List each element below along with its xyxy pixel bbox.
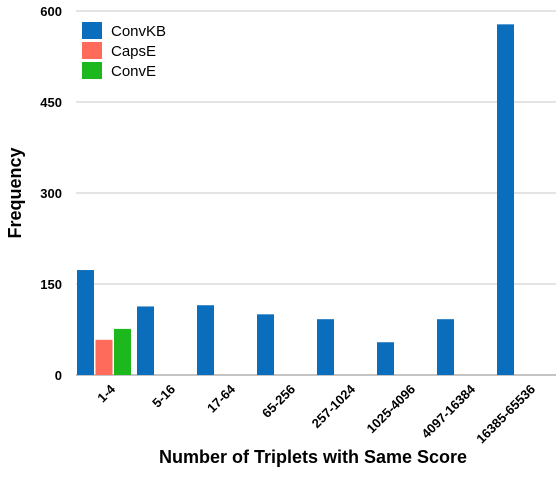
legend-swatch-convkb	[82, 22, 102, 39]
x-tick-label: 1025-4096	[364, 382, 419, 437]
bar-convkb-4097-16384	[437, 319, 454, 375]
x-tick-label: 4097-16384	[418, 381, 478, 441]
x-tick-label: 16385-65536	[473, 382, 538, 447]
y-tick-label: 600	[40, 4, 62, 19]
bar-convkb-17-64	[197, 305, 214, 375]
bar-convkb-65-256	[257, 314, 274, 375]
x-tick-label: 5-16	[149, 382, 178, 411]
y-tick-label: 0	[55, 368, 62, 383]
gridlines	[76, 10, 556, 376]
legend-label-convkb: ConvKB	[111, 23, 166, 40]
x-tick-label: 65-256	[259, 382, 298, 421]
legend: ConvKB CapsE ConvE	[82, 22, 166, 80]
bar-capse-1-4	[95, 339, 113, 375]
x-tick-label: 257-1024	[309, 381, 359, 431]
x-tick-label: 17-64	[204, 381, 239, 416]
bar-convkb-1025-4096	[377, 342, 394, 375]
y-tick-label: 150	[40, 277, 62, 292]
x-axis-title: Number of Triplets with Same Score	[159, 447, 467, 467]
y-axis-title: Frequency	[5, 147, 25, 238]
legend-label-conve: ConvE	[111, 63, 156, 80]
bar-convkb-5-16	[137, 306, 154, 375]
bars	[77, 24, 514, 375]
bar-convkb-1-4	[77, 270, 94, 375]
legend-swatch-conve	[82, 62, 102, 79]
bar-conve-1-4	[114, 328, 131, 375]
bar-convkb-257-1024	[317, 319, 334, 375]
y-tick-label: 300	[40, 186, 62, 201]
bar-convkb-16385-65536	[497, 24, 514, 375]
x-tick-label: 1-4	[94, 381, 118, 405]
legend-label-capse: CapsE	[111, 43, 156, 60]
y-tick-label: 450	[40, 95, 62, 110]
legend-swatch-capse	[82, 42, 102, 59]
